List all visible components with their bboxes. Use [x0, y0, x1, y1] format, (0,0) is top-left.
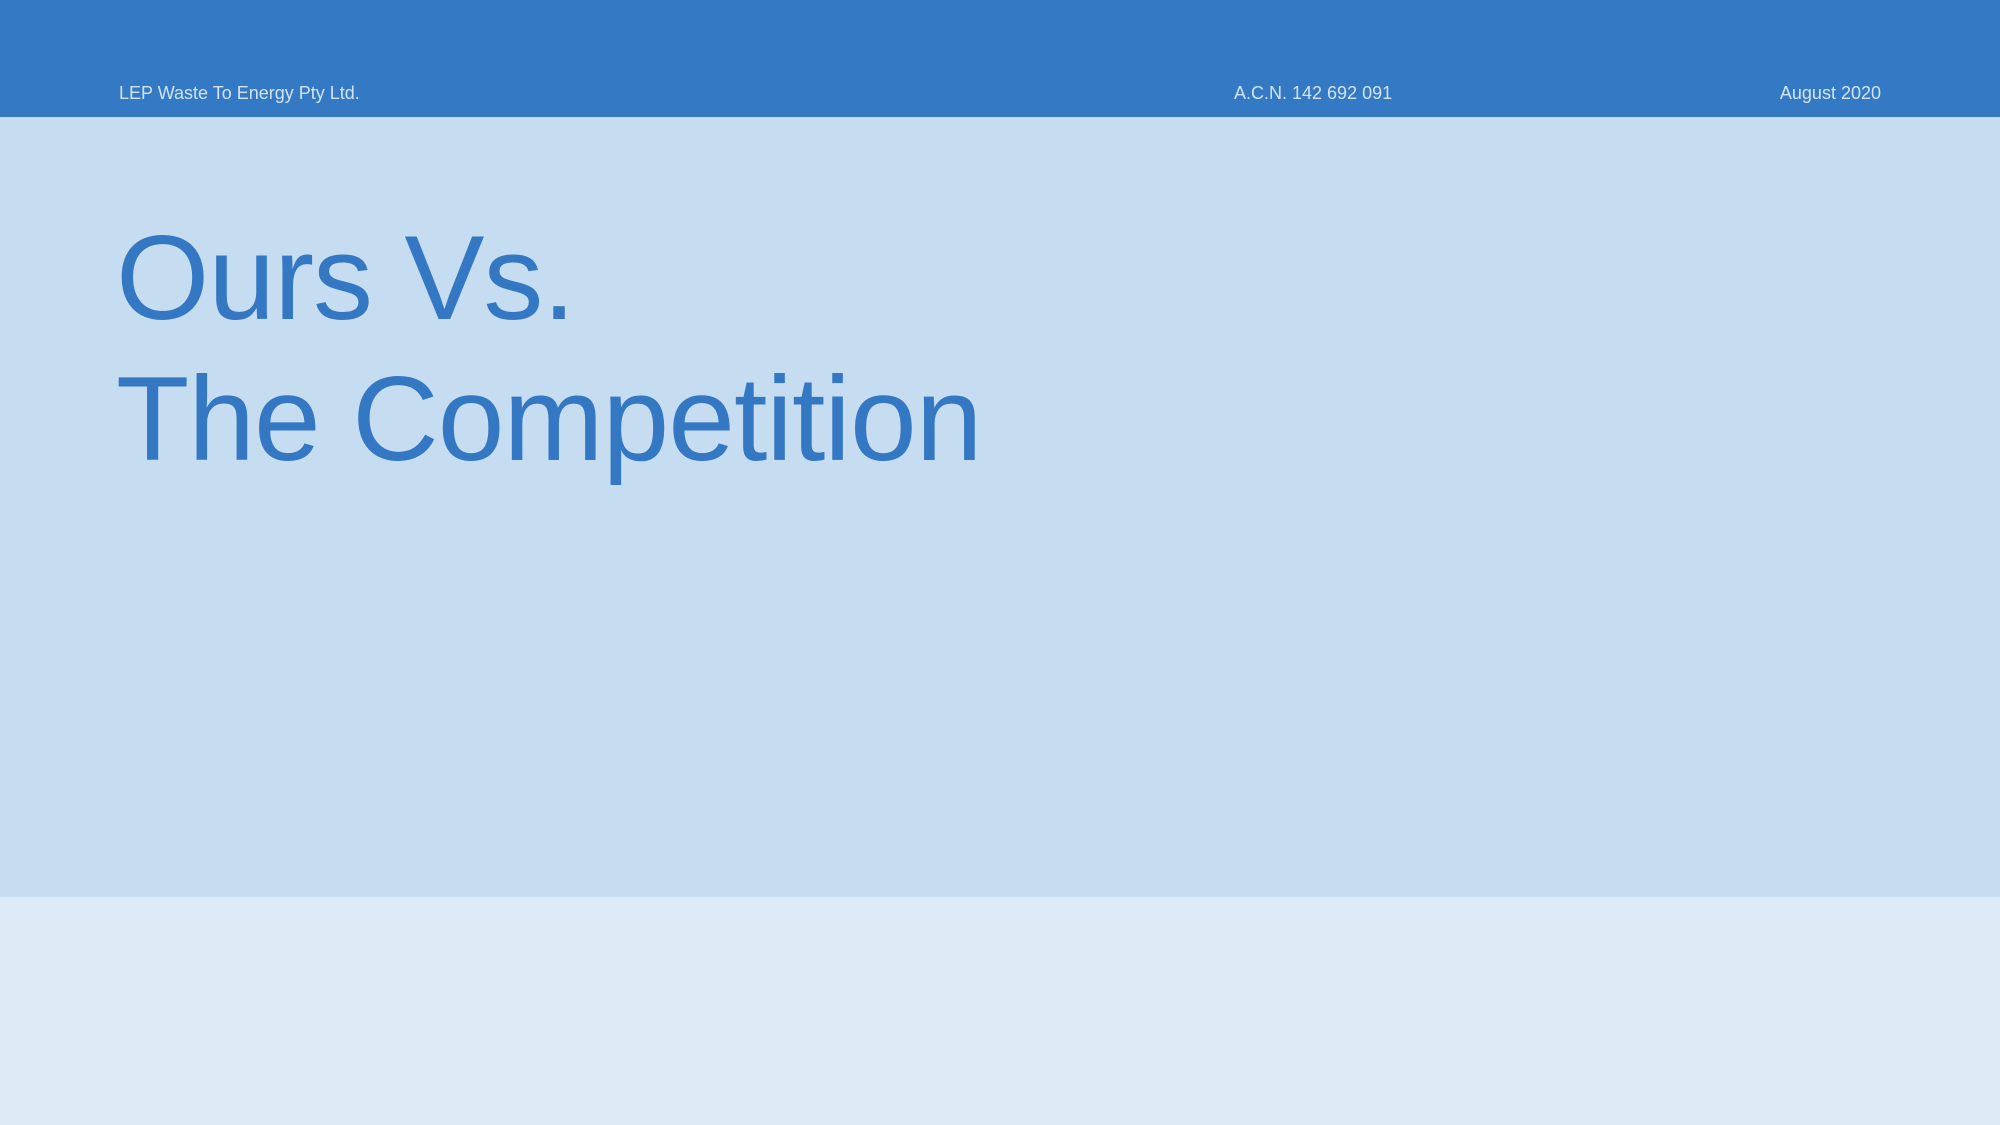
slide-title-line-2: The Competition — [116, 352, 982, 486]
title-panel — [0, 117, 2000, 897]
slide-title: Ours Vs. The Competition — [116, 208, 982, 490]
document-date: August 2020 — [1779, 83, 1881, 103]
header-bar: LEP Waste To Energy Pty Ltd. A.C.N. 142 … — [0, 0, 2000, 117]
bottom-panel — [0, 897, 2000, 1125]
company-name: LEP Waste To Energy Pty Ltd. — [119, 83, 360, 103]
slide-title-line-1: Ours Vs. — [116, 211, 576, 345]
company-acn: A.C.N. 142 692 091 — [1234, 83, 1393, 103]
